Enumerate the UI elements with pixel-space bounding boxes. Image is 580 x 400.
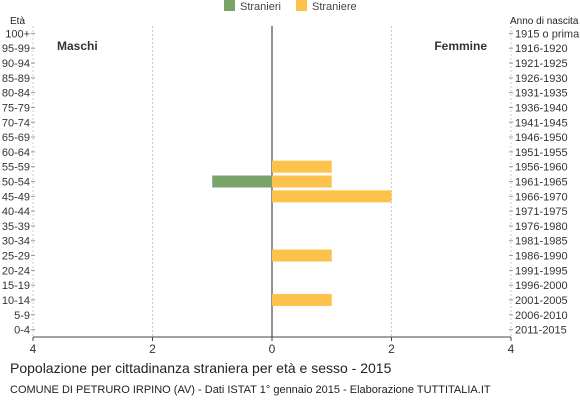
legend-label-0: Stranieri xyxy=(240,1,281,13)
year-label-1941-1945: 1941-1945 xyxy=(515,117,568,129)
x-tick-label-3: 2 xyxy=(388,342,395,356)
age-labels: 100+ 95-99 90-94 85-89 80-84 75-79 70-74 65-69 6… xyxy=(2,28,35,337)
age-label-10-14: 10-14 xyxy=(2,295,30,307)
age-label-90-94: 90-94 xyxy=(2,58,30,70)
age-label-0-4: 0-4 xyxy=(14,325,30,337)
year-label-1961-1965: 1961-1965 xyxy=(515,177,568,189)
x-tick-label-4: 4 xyxy=(508,342,515,356)
year-label-1976-1980: 1976-1980 xyxy=(515,221,568,233)
bar-straniere-55-59 xyxy=(272,160,332,173)
age-label-80-84: 80-84 xyxy=(2,88,30,100)
year-label-1951-1955: 1951-1955 xyxy=(515,147,568,159)
year-label-1956-1960: 1956-1960 xyxy=(515,162,568,174)
bar-straniere-25-29 xyxy=(272,249,332,262)
chart-source: COMUNE DI PETRURO IRPINO (AV) - Dati IST… xyxy=(10,384,491,396)
year-label-1936-1940: 1936-1940 xyxy=(515,102,568,114)
age-label-75-79: 75-79 xyxy=(2,102,30,114)
bar-stranieri-50-54 xyxy=(212,175,272,188)
left-axis-title: Età xyxy=(10,16,25,27)
legend-swatch-1 xyxy=(296,0,307,11)
age-label-100+: 100+ xyxy=(5,28,30,40)
legend-label-1: Straniere xyxy=(312,1,357,13)
age-label-15-19: 15-19 xyxy=(2,280,30,292)
birth-year-labels: 1915 o prima 1916-1920 1921-1925 1926-1930 1… xyxy=(509,28,580,337)
legend: Stranieri Straniere xyxy=(224,0,357,13)
x-tick-label-0: 4 xyxy=(30,342,37,356)
age-label-95-99: 95-99 xyxy=(2,43,30,55)
bar-straniere-50-54 xyxy=(272,175,332,188)
year-label-1931-1935: 1931-1935 xyxy=(515,88,568,100)
age-label-60-64: 60-64 xyxy=(2,147,30,159)
bar-straniere-10-14 xyxy=(272,293,332,306)
age-label-55-59: 55-59 xyxy=(2,162,30,174)
year-label-1916-1920: 1916-1920 xyxy=(515,43,568,55)
year-label-1926-1930: 1926-1930 xyxy=(515,73,568,85)
age-label-20-24: 20-24 xyxy=(2,265,30,277)
year-label-2006-2010: 2006-2010 xyxy=(515,310,568,322)
x-axis: 4 2 0 2 4 xyxy=(30,336,515,356)
year-label-1981-1985: 1981-1985 xyxy=(515,236,568,248)
year-label-1946-1950: 1946-1950 xyxy=(515,132,568,144)
year-label-1996-2000: 1996-2000 xyxy=(515,280,568,292)
year-label-2011-2015: 2011-2015 xyxy=(515,325,567,337)
chart-title: Popolazione per cittadinanza straniera p… xyxy=(10,360,392,376)
bars xyxy=(212,160,392,306)
year-label-1966-1970: 1966-1970 xyxy=(515,191,568,203)
year-label-1991-1995: 1991-1995 xyxy=(515,265,568,277)
bar-straniere-45-49 xyxy=(272,190,392,203)
age-label-70-74: 70-74 xyxy=(2,117,30,129)
year-label-2001-2005: 2001-2005 xyxy=(515,295,568,307)
age-label-25-29: 25-29 xyxy=(2,251,30,263)
age-label-45-49: 45-49 xyxy=(2,191,30,203)
year-label-1915 o prima: 1915 o prima xyxy=(515,28,580,40)
femmine-label: Femmine xyxy=(434,39,487,53)
year-label-1971-1975: 1971-1975 xyxy=(515,206,568,218)
year-label-1986-1990: 1986-1990 xyxy=(515,251,568,263)
age-label-40-44: 40-44 xyxy=(2,206,30,218)
age-label-35-39: 35-39 xyxy=(2,221,30,233)
maschi-label: Maschi xyxy=(57,39,98,53)
x-tick-label-2: 0 xyxy=(269,342,276,356)
legend-swatch-0 xyxy=(224,0,235,11)
age-label-50-54: 50-54 xyxy=(2,177,30,189)
age-label-85-89: 85-89 xyxy=(2,73,30,85)
age-label-65-69: 65-69 xyxy=(2,132,30,144)
age-label-30-34: 30-34 xyxy=(2,236,30,248)
year-label-1921-1925: 1921-1925 xyxy=(515,58,568,70)
age-label-5-9: 5-9 xyxy=(14,310,30,322)
x-tick-label-1: 2 xyxy=(149,342,156,356)
right-axis-title: Anno di nascita xyxy=(510,16,579,27)
